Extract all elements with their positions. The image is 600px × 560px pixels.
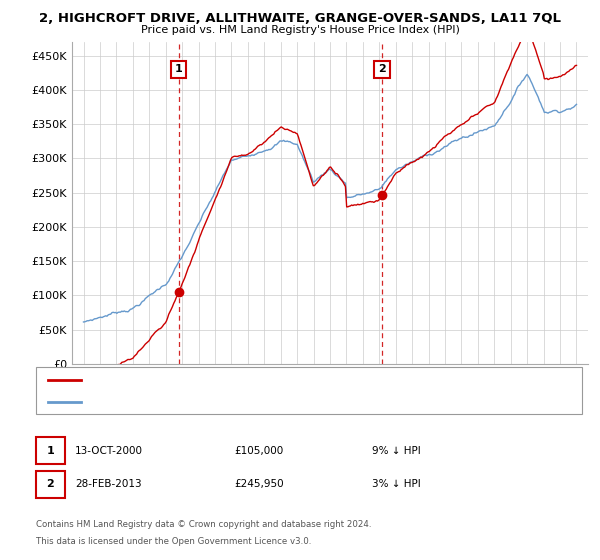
Text: 1: 1: [175, 64, 182, 74]
Text: 9% ↓ HPI: 9% ↓ HPI: [372, 446, 421, 456]
Text: 2, HIGHCROFT DRIVE, ALLITHWAITE, GRANGE-OVER-SANDS, LA11 7QL (detached house): 2, HIGHCROFT DRIVE, ALLITHWAITE, GRANGE-…: [87, 375, 505, 384]
Text: 2: 2: [378, 64, 386, 74]
Text: £105,000: £105,000: [234, 446, 283, 456]
Text: 28-FEB-2013: 28-FEB-2013: [75, 479, 142, 489]
Text: 2: 2: [47, 479, 54, 489]
Text: 2, HIGHCROFT DRIVE, ALLITHWAITE, GRANGE-OVER-SANDS, LA11 7QL: 2, HIGHCROFT DRIVE, ALLITHWAITE, GRANGE-…: [39, 12, 561, 25]
Text: 13-OCT-2000: 13-OCT-2000: [75, 446, 143, 456]
Text: 3% ↓ HPI: 3% ↓ HPI: [372, 479, 421, 489]
Text: £245,950: £245,950: [234, 479, 284, 489]
Text: Price paid vs. HM Land Registry's House Price Index (HPI): Price paid vs. HM Land Registry's House …: [140, 25, 460, 35]
Text: HPI: Average price, detached house, Westmorland and Furness: HPI: Average price, detached house, West…: [87, 397, 386, 406]
Text: 1: 1: [47, 446, 54, 456]
Text: Contains HM Land Registry data © Crown copyright and database right 2024.: Contains HM Land Registry data © Crown c…: [36, 520, 371, 529]
Text: This data is licensed under the Open Government Licence v3.0.: This data is licensed under the Open Gov…: [36, 537, 311, 546]
